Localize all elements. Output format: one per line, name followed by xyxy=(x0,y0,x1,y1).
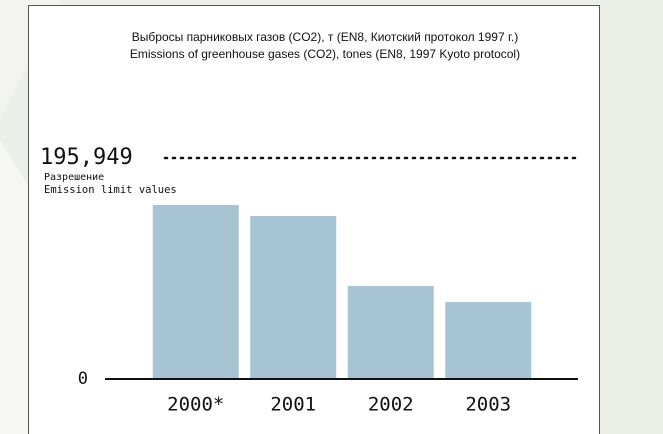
x-tick-label: 2003 xyxy=(465,394,511,416)
bar xyxy=(445,301,532,379)
annotation: Разрешение xyxy=(44,172,104,183)
y-tick-label: 195,949 xyxy=(40,145,133,170)
y-tick-label: 0 xyxy=(78,369,88,389)
bar xyxy=(347,285,434,379)
x-tick-label: 2002 xyxy=(368,394,414,416)
annotation: Emission limit values xyxy=(44,184,177,196)
bar xyxy=(250,216,337,379)
chart-subtitle: Emissions of greenhouse gases (CO2), ton… xyxy=(130,47,520,61)
x-tick-label: 2001 xyxy=(270,394,316,416)
x-tick-label: 2000* xyxy=(167,394,224,416)
bar xyxy=(152,204,239,379)
chart-title: Выбросы парниковых газов (CO2), т (EN8, … xyxy=(132,30,518,44)
